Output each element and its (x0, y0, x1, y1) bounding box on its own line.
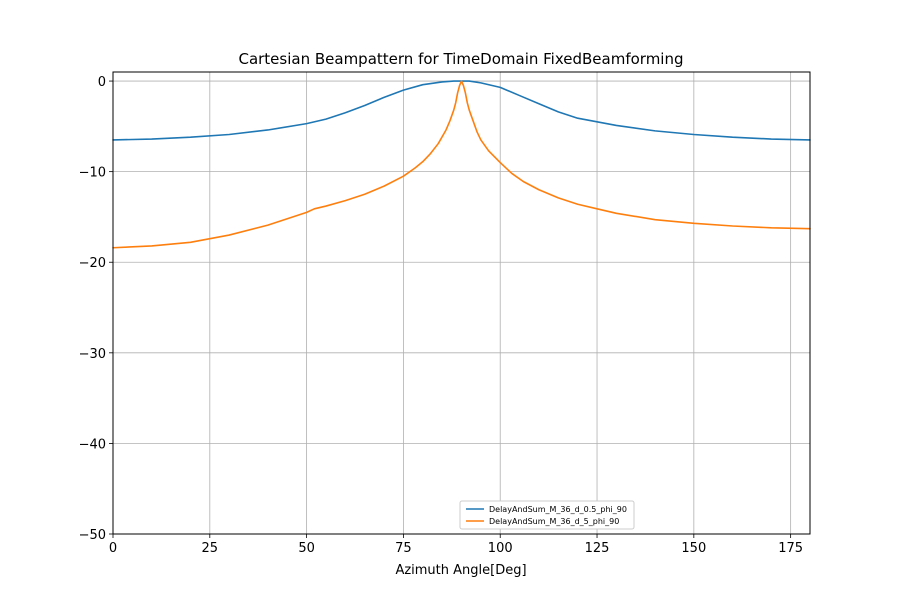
y-tick-label: −10 (79, 166, 106, 181)
legend-label-series-1: DelayAndSum_M_36_d_0.5_phi_90 (489, 505, 627, 514)
legend: DelayAndSum_M_36_d_0.5_phi_90 DelayAndSu… (459, 500, 635, 530)
y-tick-label: −20 (79, 256, 106, 271)
y-tick-label: −30 (79, 347, 106, 362)
series-line-2 (112, 80, 811, 249)
axis-ticks: 0 25 50 75 100 125 150 175 0 −10 −20 −30 −40 −50 (79, 75, 803, 556)
x-tick-label: 175 (778, 541, 803, 556)
x-tick-label: 25 (202, 541, 219, 556)
y-tick-label: −40 (79, 437, 106, 452)
x-tick-label: 50 (298, 541, 315, 556)
series-lines (112, 80, 811, 249)
plot-frame (112, 71, 811, 535)
x-tick-label: 0 (109, 541, 117, 556)
legend-label-series-2: DelayAndSum_M_36_d_5_phi_90 (489, 517, 619, 526)
chart-title: Cartesian Beampattern for TimeDomain Fix… (238, 50, 683, 68)
x-tick-label: 125 (585, 541, 610, 556)
x-tick-label: 150 (681, 541, 706, 556)
x-tick-label: 100 (488, 541, 513, 556)
legend-box (459, 500, 635, 530)
x-axis-label: Azimuth Angle[Deg] (395, 563, 526, 578)
y-tick-label: −50 (79, 528, 106, 543)
x-tick-label: 75 (395, 541, 412, 556)
y-tick-label: 0 (98, 75, 106, 90)
